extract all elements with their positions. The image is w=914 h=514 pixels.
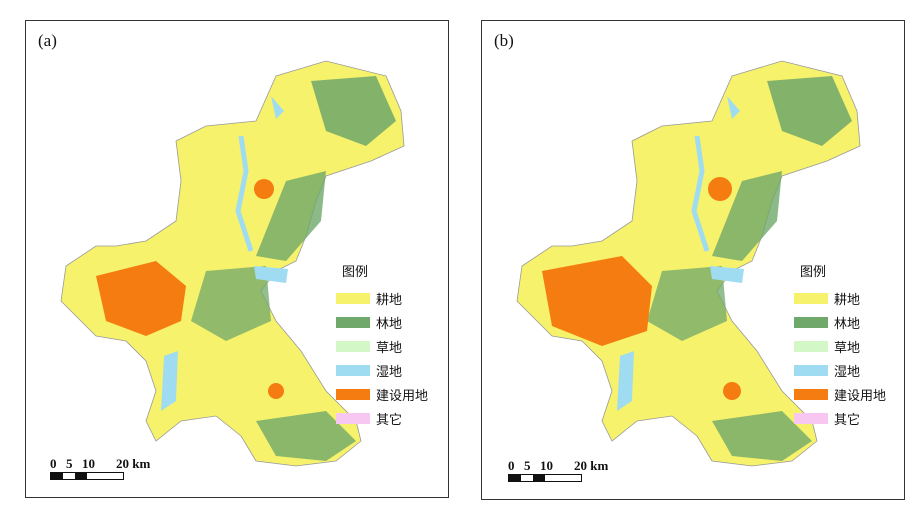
- scale-bar: 0 5 10 20 km: [508, 458, 628, 482]
- legend-label: 其它: [834, 412, 861, 428]
- scale-graphic: [508, 474, 582, 482]
- swatch-builtup: [794, 388, 828, 400]
- wetland-river: [691, 135, 710, 252]
- panel-label: (b): [494, 31, 514, 50]
- legend-label: 建设用地: [376, 388, 429, 404]
- wetland-lake: [710, 266, 744, 283]
- legend-label: 林地: [376, 316, 403, 332]
- swatch-wetland: [336, 364, 370, 376]
- swatch-farmland: [794, 292, 828, 304]
- wetland-lake: [727, 96, 740, 119]
- forest-patch: [311, 76, 396, 146]
- map-legend: 图例 耕地 林地 草地 湿地 建设用地 其它: [794, 261, 886, 430]
- legend-label: 其它: [376, 412, 403, 428]
- scale-graphic: [50, 472, 124, 480]
- wetland-lake: [271, 96, 284, 119]
- legend-item-wetland: 湿地: [794, 358, 886, 382]
- land-use-map-a: [60, 60, 405, 467]
- legend-label: 湿地: [834, 364, 861, 380]
- forest-patch: [256, 411, 356, 461]
- land-use-map-b: [516, 60, 861, 467]
- scale-tick: 10: [82, 456, 95, 471]
- swatch-farmland: [336, 292, 370, 304]
- scale-bar: 0 5 10 20 km: [50, 456, 170, 480]
- forest-patch: [256, 171, 326, 261]
- legend-item-grassland: 草地: [794, 334, 886, 358]
- wetland-lake: [617, 351, 634, 411]
- swatch-wetland: [794, 364, 828, 376]
- swatch-grassland: [794, 340, 828, 352]
- scale-tick: 20 km: [574, 458, 609, 473]
- map-legend: 图例 耕地 林地 草地 湿地 建设用地 其它: [336, 261, 428, 430]
- scale-tick: 5: [524, 458, 531, 473]
- legend-label: 耕地: [376, 292, 403, 308]
- legend-item-builtup: 建设用地: [336, 382, 428, 406]
- panel-label: (a): [38, 31, 57, 50]
- swatch-other: [794, 412, 828, 424]
- swatch-forest: [336, 316, 370, 328]
- forest-patch: [712, 171, 782, 261]
- legend-label: 草地: [376, 340, 403, 356]
- legend-title: 图例: [342, 265, 369, 280]
- map-panel-b: (b) 图例 耕地 林地 草地 湿地 建设用地 其它 0 5: [481, 20, 905, 500]
- legend-item-grassland: 草地: [336, 334, 428, 358]
- builtup-patch: [542, 256, 652, 346]
- builtup-patch: [96, 261, 186, 336]
- scale-tick: 5: [66, 456, 73, 471]
- forest-patch: [767, 76, 852, 146]
- scale-tick: 10: [540, 458, 553, 473]
- wetland-lake: [254, 266, 288, 283]
- swatch-grassland: [336, 340, 370, 352]
- builtup-patch: [254, 179, 274, 199]
- legend-label: 耕地: [834, 292, 861, 308]
- wetland-lake: [161, 351, 178, 411]
- legend-label: 草地: [834, 340, 861, 356]
- legend-label: 林地: [834, 316, 861, 332]
- builtup-patch: [723, 382, 741, 400]
- swatch-builtup: [336, 388, 370, 400]
- legend-title: 图例: [800, 265, 827, 280]
- builtup-patch: [268, 383, 284, 399]
- swatch-forest: [794, 316, 828, 328]
- scale-tick: 0: [50, 456, 57, 471]
- builtup-patch: [708, 177, 732, 201]
- legend-item-other: 其它: [336, 406, 428, 430]
- legend-item-forest: 林地: [794, 310, 886, 334]
- legend-item-builtup: 建设用地: [794, 382, 886, 406]
- legend-item-forest: 林地: [336, 310, 428, 334]
- swatch-other: [336, 412, 370, 424]
- wetland-river: [235, 135, 254, 252]
- scale-tick: 0: [508, 458, 515, 473]
- map-panel-a: (a) 图例 耕地 林地 草地 湿地 建设用地 其它 0 5: [25, 20, 449, 498]
- scale-tick: 20 km: [116, 456, 151, 471]
- legend-label: 湿地: [376, 364, 403, 380]
- legend-item-wetland: 湿地: [336, 358, 428, 382]
- legend-item-farmland: 耕地: [336, 286, 428, 310]
- forest-patch: [712, 411, 812, 461]
- legend-item-farmland: 耕地: [794, 286, 886, 310]
- forest-patch: [647, 266, 727, 341]
- legend-label: 建设用地: [834, 388, 887, 404]
- forest-patch: [191, 266, 271, 341]
- legend-item-other: 其它: [794, 406, 886, 430]
